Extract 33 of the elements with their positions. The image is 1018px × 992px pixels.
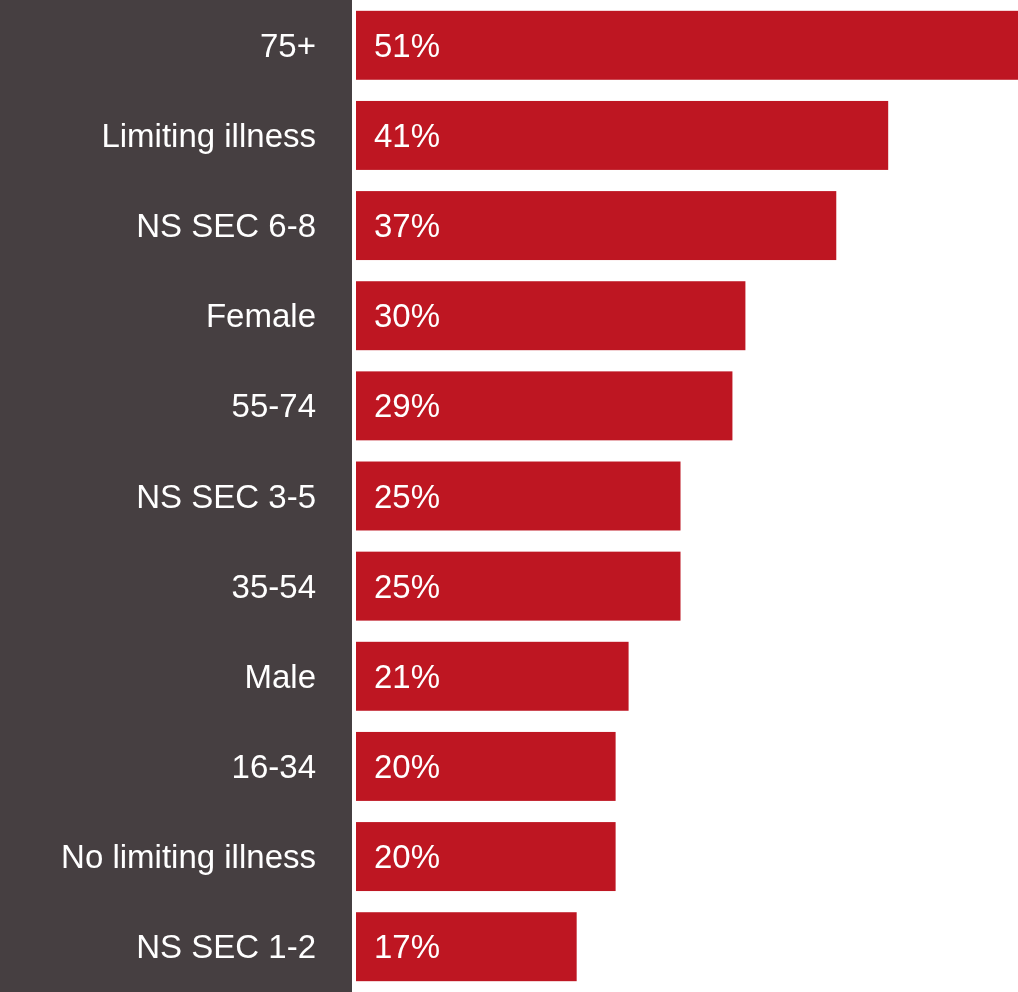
data-label: 20%: [374, 747, 441, 785]
y-tick-label: NS SEC 3-5: [136, 477, 316, 515]
data-label: 25%: [374, 567, 441, 605]
bar: [356, 822, 616, 892]
data-label: 21%: [374, 657, 441, 695]
y-tick-label: Female: [205, 297, 316, 335]
data-label: 17%: [374, 928, 441, 966]
bar: [356, 641, 629, 711]
bar: [356, 191, 837, 261]
bar: [356, 100, 889, 170]
y-tick-label: Limiting illness: [101, 116, 316, 154]
data-label: 30%: [374, 297, 441, 335]
y-tick-label: Male: [244, 657, 316, 695]
data-label: 37%: [374, 207, 441, 245]
y-tick-label: NS SEC 6-8: [136, 207, 316, 245]
y-tick-label: NS SEC 1-2: [136, 928, 316, 966]
data-label: 29%: [374, 387, 441, 425]
bar: [356, 912, 577, 982]
bar: [356, 551, 681, 621]
y-tick-label: 35-54: [231, 567, 316, 605]
bar: [356, 371, 733, 441]
bar: [356, 10, 1018, 80]
bar: [356, 731, 616, 801]
data-label: 51%: [374, 26, 441, 64]
data-label: 25%: [374, 477, 441, 515]
y-tick-label: 16-34: [231, 747, 316, 785]
y-tick-label: 75+: [260, 26, 316, 64]
bar: [356, 461, 681, 531]
y-tick-label: 55-74: [231, 387, 316, 425]
bar: [356, 281, 746, 351]
data-label: 20%: [374, 838, 441, 876]
data-label: 41%: [374, 116, 441, 154]
y-tick-label: No limiting illness: [61, 838, 316, 876]
